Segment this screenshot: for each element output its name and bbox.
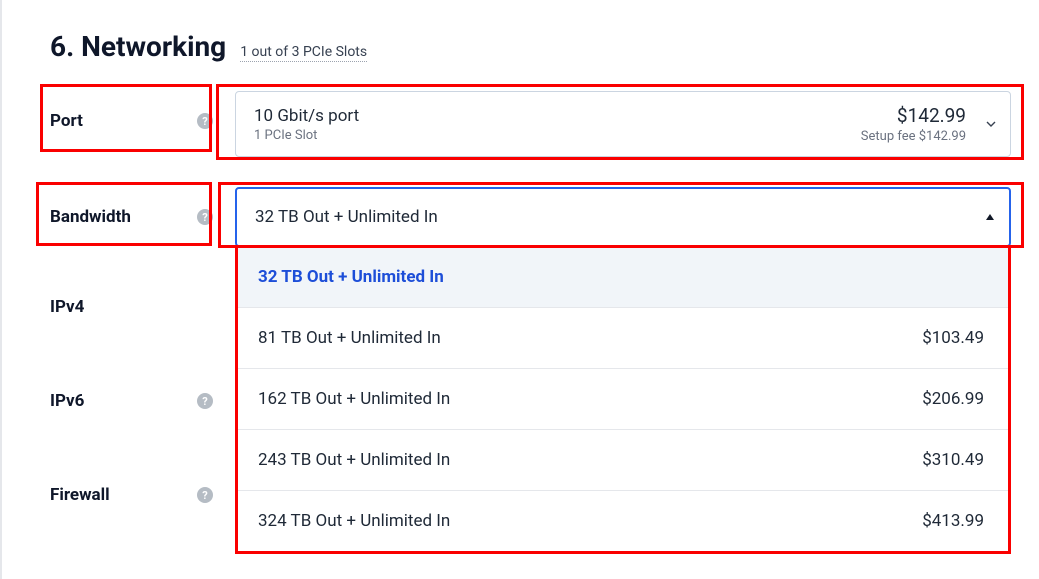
bandwidth-option[interactable]: 32 TB Out + Unlimited In (238, 247, 1008, 307)
bandwidth-option-price: $103.49 (922, 328, 984, 348)
bandwidth-option[interactable]: 81 TB Out + Unlimited In $103.49 (238, 307, 1008, 368)
section-header: 6. Networking 1 out of 3 PCIe Slots (50, 30, 1011, 63)
bandwidth-option-label: 32 TB Out + Unlimited In (258, 267, 444, 287)
port-select-price: $142.99 (897, 104, 966, 127)
bandwidth-option[interactable]: 324 TB Out + Unlimited In $413.99 (238, 490, 1008, 551)
row-bandwidth: Bandwidth ? 32 TB Out + Unlimited In 32 … (50, 187, 1011, 255)
port-select[interactable]: 10 Gbit/s port 1 PCIe Slot $142.99 Setup… (235, 91, 1011, 157)
port-select-slot: 1 PCIe Slot (254, 128, 359, 143)
pcie-slots-summary[interactable]: 1 out of 3 PCIe Slots (240, 44, 367, 62)
help-icon[interactable]: ? (197, 487, 213, 503)
bandwidth-option[interactable]: 243 TB Out + Unlimited In $310.49 (238, 429, 1008, 490)
bandwidth-label: Bandwidth (50, 207, 131, 227)
bandwidth-option-label: 324 TB Out + Unlimited In (258, 511, 450, 531)
row-firewall: Firewall ? (50, 448, 235, 542)
help-icon[interactable]: ? (197, 113, 213, 129)
side-labels: IPv4 IPv6 ? Firewall ? (50, 260, 235, 542)
chevron-down-icon (986, 119, 996, 129)
section-title: 6. Networking (50, 30, 226, 63)
bandwidth-option-label: 243 TB Out + Unlimited In (258, 450, 450, 470)
bandwidth-option-price: $413.99 (922, 511, 984, 531)
row-ipv4: IPv4 (50, 260, 235, 354)
bandwidth-option-label: 81 TB Out + Unlimited In (258, 328, 441, 348)
bandwidth-option-price: $206.99 (922, 389, 984, 409)
bandwidth-label-wrap: Bandwidth ? (50, 187, 235, 227)
port-label: Port (50, 111, 83, 131)
bandwidth-dropdown: 32 TB Out + Unlimited In 81 TB Out + Unl… (235, 247, 1011, 554)
bandwidth-option-price: $310.49 (922, 450, 984, 470)
help-icon[interactable]: ? (197, 393, 213, 409)
ipv4-label: IPv4 (50, 297, 84, 317)
port-select-title: 10 Gbit/s port (254, 106, 359, 126)
help-icon[interactable]: ? (197, 209, 213, 225)
bandwidth-selected-value: 32 TB Out + Unlimited In (255, 189, 438, 245)
firewall-label: Firewall (50, 485, 110, 505)
row-ipv6: IPv6 ? (50, 354, 235, 448)
bandwidth-select[interactable]: 32 TB Out + Unlimited In (235, 187, 1011, 247)
row-port: Port ? 10 Gbit/s port 1 PCIe Slot $142.9… (50, 91, 1011, 159)
port-select-fee: Setup fee $142.99 (861, 129, 966, 144)
bandwidth-option[interactable]: 162 TB Out + Unlimited In $206.99 (238, 368, 1008, 429)
port-label-wrap: Port ? (50, 91, 235, 131)
ipv6-label: IPv6 (50, 391, 84, 411)
bandwidth-option-label: 162 TB Out + Unlimited In (258, 389, 450, 409)
chevron-up-icon (985, 212, 995, 222)
